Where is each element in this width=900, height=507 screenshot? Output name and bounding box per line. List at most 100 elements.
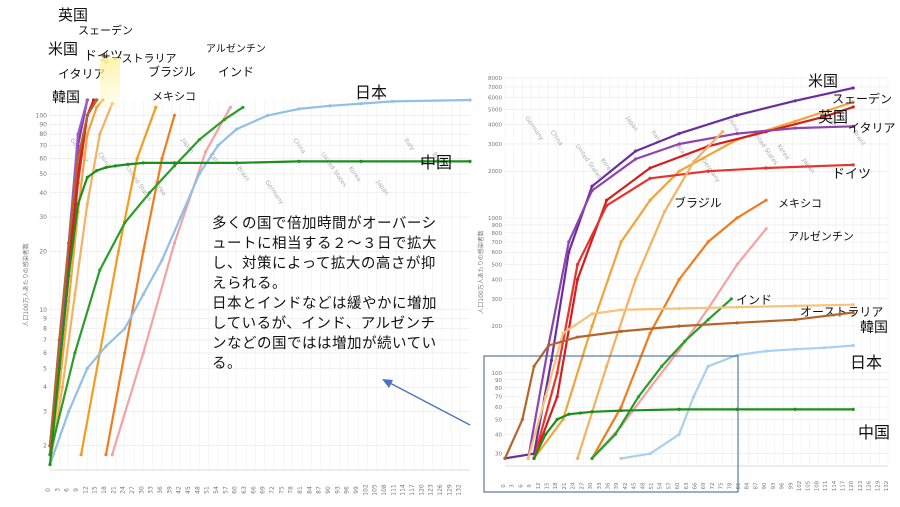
x-tick-label: 6 (518, 484, 524, 488)
series-point (619, 329, 623, 333)
series-label: メキシコ (152, 90, 196, 103)
series-point (76, 156, 80, 161)
series-point (172, 161, 177, 165)
series-point (544, 395, 548, 399)
series-label: ブラジル (148, 64, 196, 79)
series-point (648, 452, 652, 456)
series-point (532, 456, 536, 460)
y-tick-label: 50 (39, 171, 47, 178)
x-tick-label: 24 (571, 482, 577, 489)
y-tick-label: 800 (492, 231, 503, 237)
watermark-label: China (291, 137, 307, 155)
x-tick-label: 99 (353, 486, 360, 494)
series-label: アルゼンチン (206, 43, 266, 55)
series-point (633, 157, 638, 161)
series-line (532, 163, 854, 459)
series-point (706, 240, 710, 244)
series-point (73, 292, 77, 297)
series-point (575, 277, 580, 282)
x-tick-label: 45 (185, 486, 192, 494)
series-point (677, 407, 681, 411)
x-tick-label: 36 (157, 486, 164, 494)
series-point (590, 184, 594, 188)
series-point (76, 202, 80, 206)
series-point (297, 159, 301, 163)
y-tick-label: 900 (492, 223, 503, 229)
x-tick-label: 33 (597, 482, 603, 489)
series-line (533, 408, 854, 459)
x-tick-label: 129 (875, 480, 881, 491)
x-tick-label: 42 (176, 486, 183, 494)
series-label: イタリア (58, 67, 106, 81)
x-tick-label: 132 (884, 481, 890, 492)
series-point (793, 407, 797, 411)
x-tick-label: 75 (719, 482, 725, 489)
series-point (532, 364, 536, 368)
series-point (851, 86, 855, 90)
x-tick-label: 24 (120, 486, 127, 494)
series-point (85, 132, 89, 136)
series-point (677, 142, 681, 146)
pointer-arrow (387, 381, 471, 426)
series-point (677, 169, 681, 173)
right-chart: 3040506070809010020030040050060070080090… (477, 72, 896, 493)
x-tick-label: 78 (288, 486, 295, 494)
x-tick-label: 126 (437, 484, 444, 496)
series-point (793, 318, 797, 322)
series-point (172, 164, 177, 168)
x-tick-label: 21 (110, 486, 117, 494)
x-tick-label: 90 (762, 482, 768, 489)
y-tick-label: 6000 (488, 95, 502, 101)
series-point (822, 346, 826, 350)
series-point (706, 364, 710, 368)
series-label: 中国 (420, 153, 452, 172)
y-tick-label: 50 (495, 417, 502, 423)
x-tick-label: 60 (232, 486, 239, 494)
series-point (677, 277, 681, 282)
series-point (95, 98, 99, 102)
series-point (98, 268, 102, 272)
series-point (567, 412, 571, 416)
highlight-band (100, 58, 120, 108)
series-point (141, 351, 145, 355)
series-point (126, 162, 130, 166)
series-point (172, 241, 177, 245)
series-point (123, 327, 127, 331)
x-tick-label: 72 (710, 483, 716, 490)
series-point (104, 165, 108, 170)
watermark-label: Japan (624, 114, 640, 133)
y-tick-label: 9 (43, 316, 47, 323)
series-point (104, 344, 108, 348)
y-axis-label: 人口100万人あたりの感染者数 (22, 243, 30, 326)
x-tick-label: 105 (806, 480, 812, 491)
series-point (619, 405, 623, 409)
series-label: インド (218, 65, 254, 79)
x-tick-label: 9 (73, 488, 80, 492)
y-tick-label: 600 (492, 250, 503, 256)
y-tick-label: 2 (43, 443, 47, 450)
x-tick-label: 60 (675, 482, 681, 489)
series-point (735, 216, 739, 220)
x-tick-label: 12 (536, 483, 542, 490)
series-point (95, 169, 99, 173)
watermark-label: United States (574, 143, 603, 180)
x-tick-label: 18 (553, 482, 559, 489)
x-tick-label: 27 (579, 482, 585, 489)
series-point (648, 166, 652, 170)
series-point (735, 262, 739, 267)
series-point (555, 417, 559, 421)
series-point (662, 209, 667, 214)
series-point (216, 143, 220, 148)
series-line (80, 106, 157, 455)
series-point (636, 395, 641, 399)
x-tick-label: 120 (849, 480, 855, 491)
x-tick-label: 6 (64, 488, 71, 492)
x-tick-label: 15 (92, 486, 99, 494)
series-point (735, 132, 739, 136)
x-tick-label: 3 (510, 484, 516, 488)
y-tick-label: 100 (492, 371, 503, 377)
y-tick-label: 5000 (488, 108, 502, 114)
series-point (851, 310, 855, 315)
x-tick-label: 108 (814, 480, 820, 491)
y-tick-label: 300 (492, 297, 503, 303)
